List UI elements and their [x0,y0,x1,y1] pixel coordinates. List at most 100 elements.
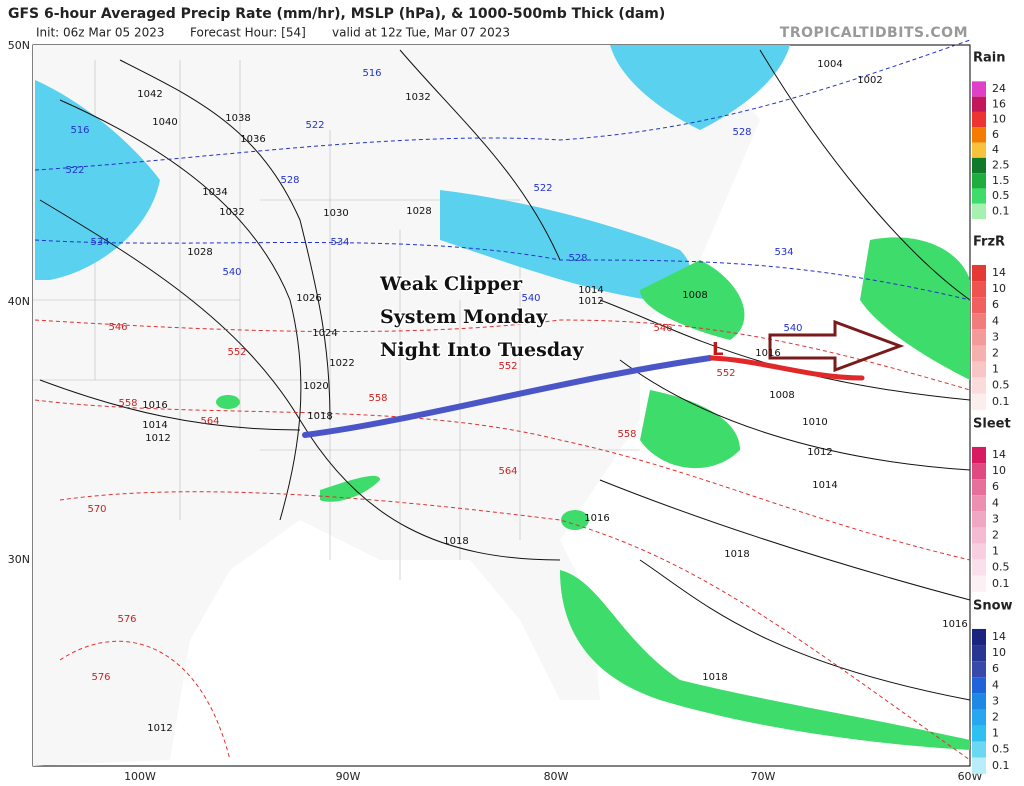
thickness-label: 552 [716,368,735,379]
legend-label: 3 [992,694,999,707]
legend-swatch [972,725,986,742]
pressure-label: 1038 [225,113,250,124]
legend-swatch [972,559,986,576]
legend-swatch [972,757,986,774]
legend-title: FrzR [973,235,1005,250]
legend-label: 3 [992,512,999,525]
pressure-label: 1014 [142,420,167,431]
thickness-label: 528 [732,127,751,138]
thickness-label: 522 [305,120,324,131]
legend-title: Rain [973,51,1006,66]
legend-swatch [972,479,986,496]
legend-label: 6 [992,662,999,675]
pressure-label: 1022 [329,358,354,369]
pressure-label: 1010 [802,417,827,428]
legend-label: 4 [992,496,999,509]
pressure-label: 1032 [405,92,430,103]
legend-swatch [972,463,986,480]
pressure-label: 1018 [724,549,749,560]
pressure-label: 1012 [145,433,170,444]
legend-swatch [972,264,986,282]
legend-label: 4 [992,314,999,327]
pressure-label: 1008 [682,290,707,301]
precipitation [35,45,970,750]
annotation-line: Weak Clipper [379,273,523,295]
thickness-label: 540 [783,323,802,334]
legend-swatch [972,628,986,646]
thickness-label: 576 [117,614,136,625]
thickness-label: 558 [617,429,636,440]
legend-label: 6 [992,298,999,311]
thickness-label: 516 [362,68,381,79]
thickness-label: 546 [653,323,672,334]
pressure-label: 1008 [769,390,794,401]
legend-swatch [972,495,986,512]
lon-label: 90W [336,770,361,783]
legend-swatch [972,446,986,464]
thickness-label: 540 [521,293,540,304]
legend-label: 0.5 [992,743,1010,756]
legend-label: 2.5 [992,159,1010,172]
pressure-label: 1002 [857,75,882,86]
low-marker: L [712,339,723,360]
legend-swatch [972,527,986,544]
pressure-label: 1042 [137,89,162,100]
lat-label: 40N [8,295,30,308]
annotation-line: System Monday [380,306,548,328]
motion-arrow [768,319,905,373]
legend-label: 2 [992,711,999,724]
legend-label: 4 [992,143,999,156]
legend-swatch [972,297,986,314]
pressure-label: 1016 [755,348,780,359]
thickness-label: 522 [65,165,84,176]
legend-label: 0.5 [992,189,1010,202]
legend-label: 0.1 [992,204,1010,217]
legend-swatch [972,127,986,143]
legend-swatch [972,345,986,362]
thickness-label: 540 [222,267,241,278]
forecast-hour: Forecast Hour: [54] [190,26,306,40]
map-area: L [32,39,971,767]
thickness-label: 534 [330,237,349,248]
legend-label: 10 [992,464,1006,477]
thickness-label: 546 [108,322,127,333]
pressure-label: 1034 [202,187,227,198]
legend-swatch [972,361,986,378]
thickness-label: 534 [90,237,109,248]
legend-swatch [972,677,986,694]
legend-label: 0.1 [992,759,1010,772]
legend-label: 14 [992,266,1006,279]
legend-label: 14 [992,448,1006,461]
warm-front-track [302,355,713,438]
legend-label: 6 [992,128,999,141]
pressure-label: 1016 [942,619,967,630]
legend-label: 10 [992,282,1006,295]
legend-swatch [972,329,986,346]
legend-label: 0.5 [992,561,1010,574]
legend-label: 1 [992,727,999,740]
thickness-label: 534 [774,247,793,258]
thickness-lines [34,39,971,761]
annotation-line: Night Into Tuesday [380,339,584,361]
legend-swatch [972,661,986,678]
legend-swatch [972,203,986,220]
legend-swatch [972,281,986,298]
thickness-label: 570 [87,504,106,515]
pressure-label: 1012 [147,723,172,734]
thickness-label: 564 [498,466,517,477]
legend-swatch [972,575,986,592]
thickness-label: 528 [280,175,299,186]
thickness-label: 552 [227,347,246,358]
thickness-label: 558 [118,398,137,409]
legend-label: 1 [992,363,999,376]
pressure-label: 1018 [443,536,468,547]
pressure-label: 1004 [817,59,842,70]
pressure-label: 1014 [578,285,603,296]
lon-label: 80W [544,770,569,783]
legend-swatch [972,96,986,112]
pressure-label: 1032 [219,207,244,218]
pressure-label: 1014 [812,480,837,491]
lon-label: 100W [124,770,156,783]
